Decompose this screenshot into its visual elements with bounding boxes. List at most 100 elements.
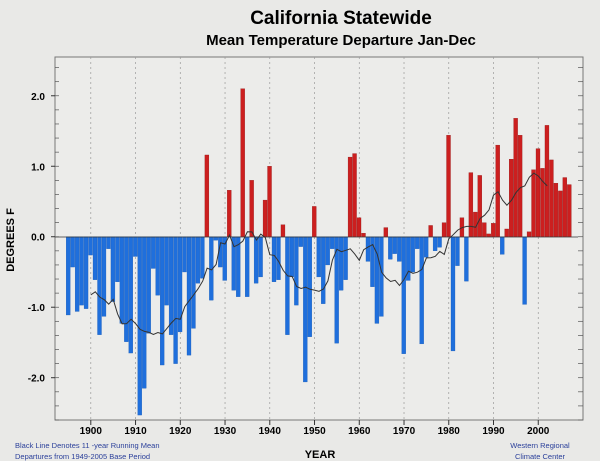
bar-1978 (437, 236, 442, 248)
x-tick-label: 1910 (124, 426, 147, 437)
bar-1953 (325, 236, 330, 266)
bar-1926 (204, 154, 210, 237)
bar-1939 (262, 199, 268, 237)
bar-1915 (155, 236, 160, 296)
bar-1996 (517, 135, 523, 237)
bar-1995 (513, 118, 518, 237)
bar-1957 (343, 236, 348, 280)
bar-1969 (397, 236, 402, 262)
bar-1923 (191, 236, 196, 329)
bar-1902 (97, 236, 102, 335)
x-tick-label: 2000 (527, 426, 550, 437)
bar-2007 (567, 184, 572, 237)
bar-1967 (388, 236, 393, 260)
bar-1946 (294, 236, 299, 306)
y-tick-label: 1.0 (31, 162, 45, 173)
bar-2002 (544, 125, 550, 237)
bar-1979 (441, 222, 447, 237)
x-axis-label: YEAR (305, 449, 336, 461)
x-tick-label: 1900 (80, 426, 103, 437)
x-tick-label: 1980 (438, 426, 461, 437)
bar-1931 (227, 190, 232, 237)
bar-1975 (424, 236, 429, 258)
credit-line1: Western Regional (510, 441, 570, 450)
chart-subtitle: Mean Temperature Departure Jan-Dec (206, 32, 476, 49)
bar-1956 (338, 236, 344, 291)
bar-1988 (482, 222, 487, 237)
bar-1993 (504, 228, 509, 237)
bar-1958 (347, 156, 353, 237)
bar-1950 (312, 206, 317, 237)
bar-1998 (526, 231, 532, 237)
x-tick-label: 1990 (482, 426, 505, 437)
bar-1897 (74, 236, 80, 312)
bar-1905 (110, 236, 116, 302)
bar-1918 (168, 236, 174, 335)
bar-1903 (101, 236, 107, 317)
x-tick-label: 1950 (303, 426, 326, 437)
bar-1992 (500, 236, 505, 255)
bar-1974 (419, 236, 424, 345)
bar-1972 (410, 236, 415, 273)
bar-1952 (321, 236, 326, 304)
running-mean-line (90, 172, 548, 335)
x-tick-label: 1930 (214, 426, 237, 437)
bar-2005 (558, 190, 563, 237)
y-tick-label: -2.0 (28, 374, 46, 385)
bar-1940 (267, 166, 272, 237)
x-tick-label: 1960 (348, 426, 371, 437)
bar-1924 (195, 236, 201, 284)
bar-1922 (186, 236, 192, 356)
bar-1921 (182, 236, 187, 273)
bar-1984 (464, 236, 469, 282)
bar-1934 (240, 88, 245, 237)
y-tick-label: -1.0 (28, 303, 46, 314)
bar-1908 (124, 236, 129, 342)
bar-1961 (361, 233, 366, 237)
bar-1965 (379, 236, 384, 317)
bar-1962 (365, 236, 371, 262)
y-axis-label: DEGREES F (5, 208, 17, 272)
bar-1895 (66, 236, 71, 316)
bar-1949 (307, 236, 312, 337)
bar-1899 (83, 236, 89, 309)
x-tick-label: 1970 (393, 426, 416, 437)
x-axis: 1900 1910 1920 1930 1940 1950 1960 1970 1980 1990… (80, 420, 550, 437)
bar-1909 (128, 236, 133, 354)
bar-1948 (303, 236, 308, 383)
x-tick-label: 1940 (259, 426, 282, 437)
bar-1966 (383, 227, 389, 237)
bar-1991 (495, 144, 500, 237)
bar-2003 (549, 159, 554, 237)
bar-1942 (276, 236, 281, 280)
bar-1947 (298, 236, 303, 247)
bar-2000 (535, 148, 541, 237)
bar-1920 (177, 236, 183, 333)
bar-1911 (137, 236, 142, 416)
bar-1970 (401, 236, 406, 354)
bar-1997 (522, 236, 527, 305)
bar-1917 (164, 236, 169, 306)
bar-1954 (330, 236, 335, 249)
bar-1944 (285, 236, 290, 335)
note-base-period: Departures from 1949-2005 Base Period (15, 452, 150, 461)
bar-1910 (133, 236, 138, 257)
bar-1982 (455, 236, 460, 266)
bar-1919 (173, 236, 178, 364)
bar-1999 (531, 169, 536, 237)
bar-1976 (428, 225, 433, 237)
credit-line2: Climate Center (515, 452, 566, 461)
bar-1935 (245, 236, 250, 297)
bar-2001 (540, 168, 545, 237)
chart-title: California Statewide (250, 8, 432, 29)
x-tick-label: 1920 (169, 426, 192, 437)
bar-2006 (562, 177, 567, 237)
bar-1951 (316, 236, 321, 278)
bar-1914 (151, 236, 156, 269)
y-tick-label: 2.0 (31, 92, 45, 103)
bar-1925 (200, 236, 205, 279)
bar-1980 (446, 135, 451, 237)
bar-1901 (92, 236, 98, 280)
bar-1989 (486, 233, 491, 237)
y-axis: 2.0 1.0 0.0 -1.0 -2.0 (28, 67, 583, 421)
